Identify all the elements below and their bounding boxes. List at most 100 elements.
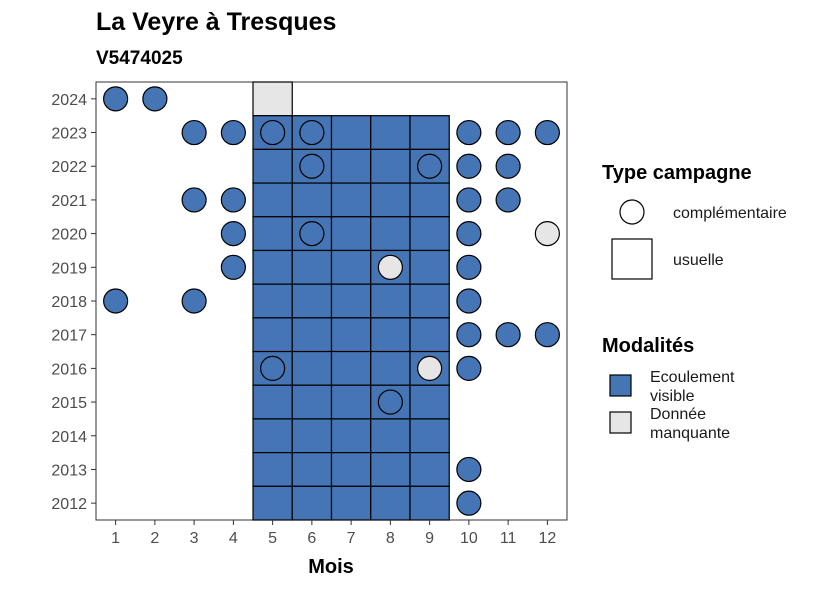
y-tick-label: 2023	[51, 126, 87, 143]
x-axis-ticks: 1 2 3 4 5 6 7 8 9 10 11 12	[111, 520, 556, 547]
y-tick-label: 2016	[51, 361, 87, 378]
complementaire-point	[495, 153, 521, 179]
complementaire-point	[495, 322, 521, 348]
complementaire-point	[220, 221, 246, 247]
usuelle-tile	[291, 283, 333, 319]
usuelle-tile	[252, 249, 293, 285]
usuelle-tile	[252, 283, 293, 319]
complementaire-point	[181, 288, 207, 314]
chart-title: La Veyre à Tresques	[96, 8, 336, 36]
complementaire-point	[260, 119, 286, 146]
complementaire-point	[417, 153, 443, 179]
complementaire-point	[181, 119, 207, 146]
complementaire-point	[456, 254, 482, 280]
usuelle-tile	[252, 452, 293, 487]
usuelle-tile	[291, 485, 333, 521]
usuelle-tile	[370, 216, 411, 252]
usuelle-tile	[370, 148, 411, 184]
complementaire-point	[220, 254, 246, 280]
legend-square-swatch	[611, 238, 653, 280]
usuelle-tile	[330, 182, 372, 218]
legend-label-ecoulement-1: Ecoulement	[650, 369, 735, 386]
usuelle-tile	[252, 485, 293, 521]
usuelle-tile	[370, 485, 411, 521]
usuelle-tile	[291, 384, 333, 420]
legend-type-campagne: Type campagne complémentaire usuelle	[602, 162, 787, 280]
usuelle-tile	[409, 485, 450, 521]
usuelle-tile	[330, 418, 372, 454]
usuelle-tile	[370, 418, 411, 454]
complementaire-point	[456, 187, 482, 213]
legend-label-usuelle: usuelle	[673, 252, 724, 269]
legend-swatch-manquante	[609, 411, 632, 434]
usuelle-tile	[370, 283, 411, 319]
usuelle-tile	[330, 216, 372, 252]
x-tick-label: 8	[386, 530, 395, 547]
complementaire-point	[260, 355, 286, 381]
usuelle-tile	[409, 317, 450, 353]
y-tick-label: 2019	[51, 260, 87, 277]
complementaire-point	[456, 119, 482, 146]
usuelle-tile	[330, 283, 372, 319]
usuelle-tiles	[252, 81, 450, 521]
usuelle-tile	[370, 350, 411, 386]
x-tick-label: 7	[347, 530, 356, 547]
usuelle-tile	[291, 182, 333, 218]
chart-subtitle: V5474025	[96, 48, 183, 69]
legend-label-manquante-1: Donnée	[650, 406, 706, 423]
usuelle-tile	[330, 115, 372, 150]
usuelle-tile	[291, 418, 333, 454]
legend-circle-swatch	[619, 199, 645, 225]
complementaire-point	[534, 221, 560, 247]
complementaire-point	[456, 288, 482, 314]
usuelle-tile	[330, 350, 372, 386]
x-tick-label: 11	[500, 530, 517, 547]
complementaire-point	[417, 355, 443, 381]
complementaire-point	[299, 119, 325, 146]
complementaire-points	[103, 86, 560, 516]
complementaire-point	[142, 86, 168, 112]
complementaire-point	[495, 187, 521, 213]
usuelle-tile	[330, 317, 372, 353]
complementaire-point	[456, 490, 482, 516]
usuelle-tile	[370, 317, 411, 353]
x-tick-label: 5	[268, 530, 277, 547]
usuelle-tile	[409, 384, 450, 420]
x-tick-label: 1	[111, 530, 120, 547]
complementaire-point	[103, 288, 129, 314]
usuelle-tile	[252, 148, 293, 184]
x-axis-title: Mois	[308, 556, 354, 578]
complementaire-point	[456, 221, 482, 247]
y-tick-label: 2021	[51, 193, 87, 210]
complementaire-point	[103, 86, 129, 112]
usuelle-tile	[291, 452, 333, 487]
usuelle-tile	[409, 182, 450, 218]
usuelle-tile	[252, 81, 293, 117]
usuelle-tile	[291, 249, 333, 285]
y-tick-label: 2020	[51, 227, 87, 244]
usuelle-tile	[370, 115, 411, 150]
usuelle-tile	[330, 485, 372, 521]
complementaire-point	[377, 254, 403, 280]
complementaire-point	[456, 456, 482, 483]
usuelle-tile	[409, 249, 450, 285]
y-tick-label: 2013	[51, 462, 87, 479]
complementaire-point	[495, 119, 521, 146]
y-tick-label: 2024	[51, 92, 87, 109]
legend-modalites-title: Modalités	[602, 335, 694, 357]
complementaire-point	[299, 221, 325, 247]
usuelle-tile	[330, 452, 372, 487]
usuelle-tile	[330, 148, 372, 184]
usuelle-tile	[370, 452, 411, 487]
x-tick-label: 4	[229, 530, 238, 547]
complementaire-point	[456, 322, 482, 348]
y-tick-label: 2018	[51, 294, 87, 311]
complementaire-point	[534, 322, 560, 348]
complementaire-point	[299, 153, 325, 179]
y-axis-ticks: 2012 2013 2014 2015 2016 2017 2018 2019 2020 2021…	[51, 92, 96, 513]
complementaire-point	[220, 187, 246, 213]
usuelle-tile	[370, 182, 411, 218]
usuelle-tile	[252, 216, 293, 252]
usuelle-tile	[409, 418, 450, 454]
